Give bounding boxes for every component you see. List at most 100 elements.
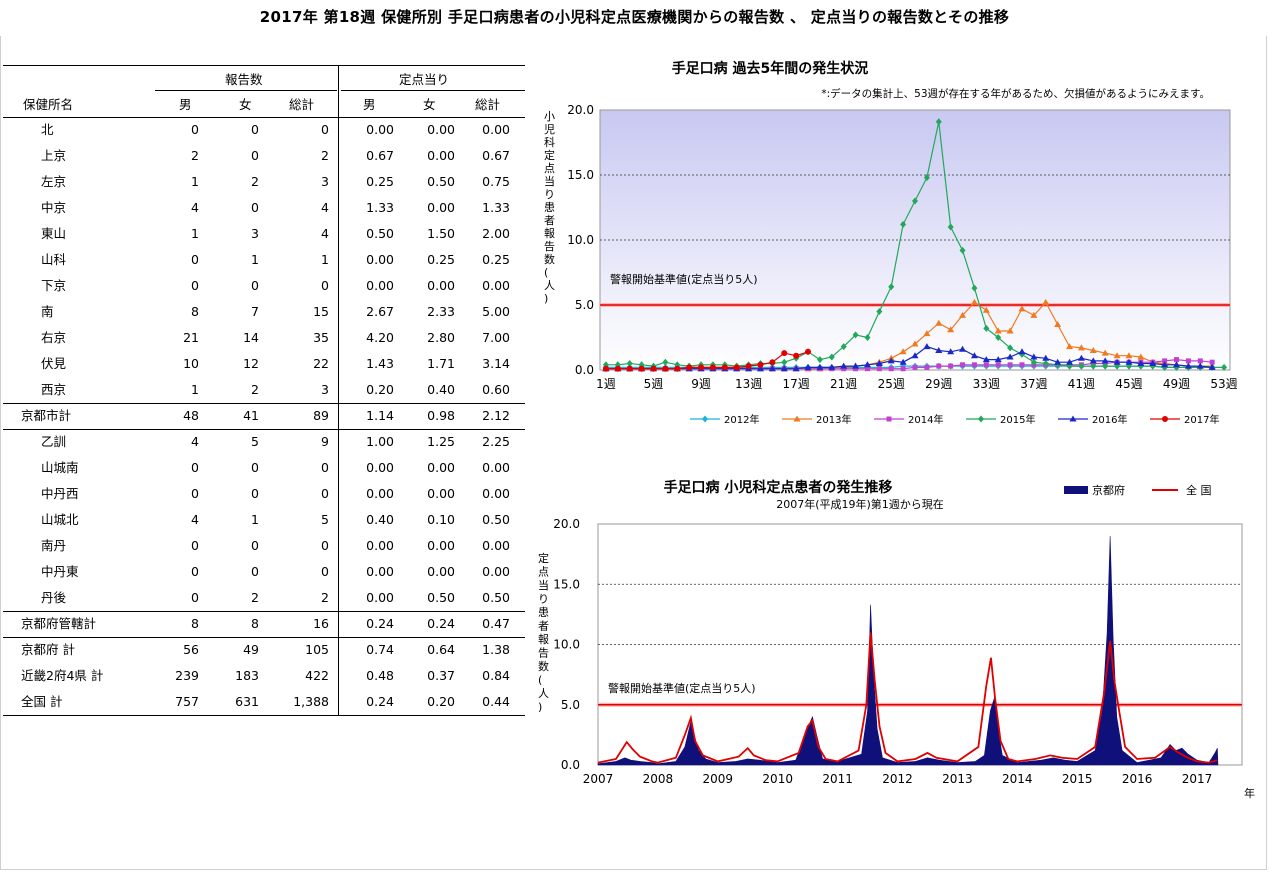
chart1-point — [876, 366, 882, 372]
row-value-pt: 0.00 — [482, 460, 510, 475]
row-value-m: 4 — [191, 434, 199, 449]
chart1-point — [1054, 358, 1062, 365]
chart1-point — [1054, 321, 1062, 327]
chart1-ylabel: 小児科定点当り患者報告数(人) — [544, 110, 555, 305]
row-value-f: 14 — [243, 330, 259, 345]
row-value-pt: 0.67 — [482, 148, 510, 163]
row-value-pf: 0.50 — [427, 174, 455, 189]
chart1-point — [662, 358, 669, 366]
row-value-m: 0 — [191, 278, 199, 293]
row-value-f: 12 — [243, 356, 259, 371]
chart1-ytick: 5.0 — [575, 298, 594, 312]
chart1-legend-item: 2015年 — [966, 413, 1035, 426]
chart1-xtick: 25週 — [878, 377, 905, 391]
chart1-point — [1125, 352, 1133, 359]
row-value-pm: 0.24 — [366, 616, 394, 631]
chart1-legend-label: 2014年 — [908, 413, 943, 426]
chart1-point — [1006, 353, 1014, 360]
row-value-t: 0 — [321, 122, 329, 137]
row-value-pm: 0.48 — [366, 668, 394, 683]
row-value-pf: 0.00 — [427, 486, 455, 501]
chart1-point — [1066, 358, 1074, 365]
chart1-xtick: 29週 — [925, 377, 952, 391]
chart1-point — [863, 361, 871, 368]
row-value-pm: 0.20 — [366, 382, 394, 397]
chart1-point — [662, 365, 669, 372]
row-name: 中丹東 — [41, 564, 79, 579]
row-name: 京都府 計 — [21, 642, 75, 657]
row-name: 右京 — [41, 330, 67, 345]
chart1-xtick: 37週 — [1020, 377, 1047, 391]
chart1-point — [1221, 363, 1228, 371]
chart1-point — [1162, 358, 1168, 364]
row-value-pt: 0.00 — [482, 486, 510, 501]
row-value-pf: 0.00 — [427, 148, 455, 163]
chart2-threshold-label: 警報開始基準値(定点当り5人) — [608, 681, 756, 695]
chart1-point — [947, 326, 955, 333]
row-value-pm: 0.25 — [366, 174, 394, 189]
chart1-point — [911, 352, 919, 359]
chart1-point — [852, 331, 859, 339]
row-value-m: 1 — [191, 174, 199, 189]
chart1-point — [780, 365, 788, 372]
chart1-point — [935, 347, 943, 353]
chart2-ytick: 0.0 — [561, 758, 580, 772]
row-value-pt: 0.84 — [482, 668, 510, 683]
chart1-point — [602, 365, 609, 372]
chart1-point — [1019, 362, 1025, 368]
chart1-legend-item: 2017年 — [1150, 413, 1219, 426]
row-value-m: 1 — [191, 226, 199, 241]
col-header-name: 保健所名 — [23, 97, 74, 112]
row-value-pm: 2.67 — [366, 304, 394, 319]
chart1-point — [756, 365, 764, 372]
chart1-title: 手足口病 過去5年間の発生状況 — [672, 60, 869, 77]
row-value-pt: 2.25 — [482, 434, 510, 449]
row-value-pf: 0.00 — [427, 200, 455, 215]
chart1-point — [1069, 415, 1077, 422]
chart1-point — [935, 118, 942, 126]
row-value-pm: 0.00 — [366, 538, 394, 553]
row-value-pf: 0.37 — [427, 668, 455, 683]
row-value-f: 8 — [251, 616, 259, 631]
chart1-xtick: 17週 — [782, 377, 809, 391]
row-value-pt: 0.60 — [482, 382, 510, 397]
row-name: 全国 計 — [21, 694, 63, 709]
row-value-f: 2 — [251, 174, 259, 189]
chart1-point — [1007, 344, 1014, 352]
row-value-m: 0 — [191, 252, 199, 267]
chart1-xtick: 9週 — [691, 377, 711, 391]
chart1-point — [804, 363, 812, 370]
chart1-point — [1162, 416, 1168, 422]
chart2-xtick: 2012 — [882, 772, 913, 786]
chart1-point — [1173, 361, 1181, 368]
row-name: 下京 — [41, 278, 67, 293]
chart-trend-since-2007: 手足口病 小児科定点患者の発生推移 2007年(平成19年)第1週から現在 0.… — [538, 479, 1255, 800]
row-value-f: 0 — [251, 538, 259, 553]
chart1-point — [828, 353, 835, 361]
row-value-pf: 1.50 — [427, 226, 455, 241]
row-value-m: 0 — [191, 564, 199, 579]
chart1-point — [840, 362, 848, 369]
row-value-pt: 1.38 — [482, 642, 510, 657]
row-value-t: 35 — [313, 330, 329, 345]
chart1-point — [853, 366, 859, 372]
chart1-point — [1113, 352, 1121, 359]
row-value-pf: 0.50 — [427, 590, 455, 605]
chart1-point — [757, 361, 764, 368]
row-name: 山科 — [41, 252, 67, 267]
chart1-point — [1185, 358, 1191, 364]
chart1-point — [793, 352, 800, 359]
row-value-pm: 0.00 — [366, 460, 394, 475]
chart1-legend-label: 2016年 — [1092, 413, 1127, 426]
row-value-f: 0 — [251, 122, 259, 137]
chart1-point — [709, 364, 716, 371]
chart1-point — [793, 415, 801, 422]
chart1-point — [1174, 357, 1180, 363]
row-value-pf: 0.10 — [427, 512, 455, 527]
row-name: 中丹西 — [41, 486, 79, 501]
chart1-xtick: 33週 — [973, 377, 1000, 391]
row-value-t: 0 — [321, 460, 329, 475]
chart1-point — [948, 363, 954, 369]
row-name: 南 — [41, 304, 54, 319]
row-name: 伏見 — [41, 356, 67, 371]
